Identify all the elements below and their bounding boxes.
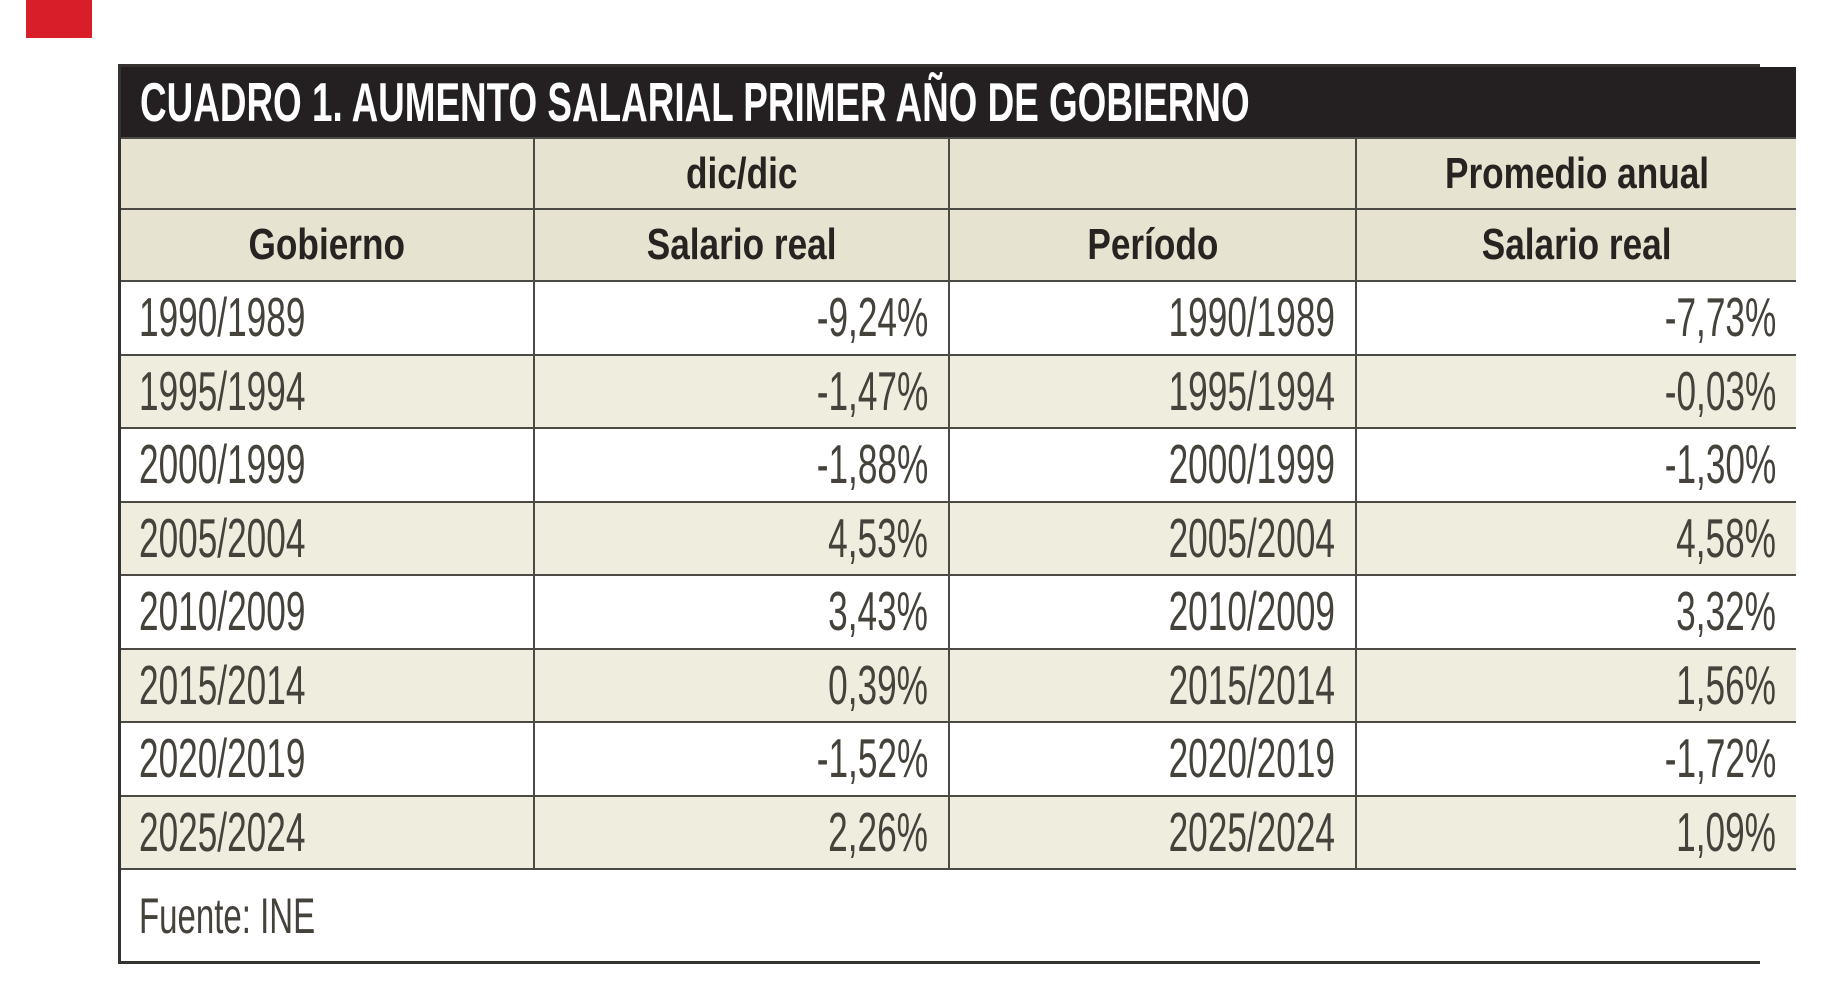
table-row-cell: -1,88% (535, 429, 950, 503)
cell-promedio: -0,03% (1664, 359, 1777, 422)
cell-periodo: 2000/1999 (1168, 433, 1335, 496)
cell-promedio: -1,30% (1664, 433, 1777, 496)
table-row-cell: 2015/2014 (950, 649, 1357, 723)
table-row-cell: 2000/1999 (950, 429, 1357, 503)
cell-promedio: -7,73% (1664, 286, 1777, 349)
group-header-dic-dic-label: dic/dic (685, 148, 798, 198)
table-row-cell: -1,52% (535, 723, 950, 797)
table-row-cell: 2020/2019 (121, 723, 535, 797)
table-row-cell: 4,58% (1357, 502, 1797, 576)
group-header-promedio: Promedio anual (1357, 139, 1797, 210)
salary-table: CUADRO 1. AUMENTO SALARIAL PRIMER AÑO DE… (118, 64, 1797, 964)
cell-periodo: 2010/2009 (1168, 580, 1335, 643)
cell-gobierno: 2015/2014 (139, 653, 306, 716)
group-header-empty-2 (950, 139, 1357, 210)
cell-periodo: 1990/1989 (1168, 286, 1335, 349)
cell-dic-dic: 3,43% (828, 580, 928, 643)
table-row-cell: 1995/1994 (950, 355, 1357, 429)
table-row-cell: 2025/2024 (950, 796, 1357, 870)
table-row-cell: 2005/2004 (121, 502, 535, 576)
table-row-cell: 1,09% (1357, 796, 1797, 870)
cell-gobierno: 2020/2019 (139, 727, 306, 790)
cell-dic-dic: -1,52% (816, 727, 928, 790)
table-row-cell: 2,26% (535, 796, 950, 870)
cell-promedio: 1,09% (1676, 800, 1777, 863)
group-header-empty-1 (121, 139, 535, 210)
cell-gobierno: 1995/1994 (139, 359, 306, 422)
table-row-cell: 2025/2024 (121, 796, 535, 870)
cell-gobierno: 2025/2024 (139, 800, 306, 863)
col-header-gobierno-label: Gobierno (248, 220, 406, 269)
table-row-cell: 3,43% (535, 576, 950, 650)
col-header-gobierno: Gobierno (121, 210, 535, 282)
table-row-cell: 2010/2009 (121, 576, 535, 650)
table-row-cell: 0,39% (535, 649, 950, 723)
cell-dic-dic: 2,26% (828, 800, 928, 863)
table-row-cell: 2005/2004 (950, 502, 1357, 576)
table-row-cell: 1990/1989 (121, 282, 535, 356)
table-row-cell: 2000/1999 (121, 429, 535, 503)
col-header-salario-dic: Salario real (535, 210, 950, 282)
table-row-cell: 3,32% (1357, 576, 1797, 650)
table-row-cell: -1,47% (535, 355, 950, 429)
table-row-cell: -1,72% (1357, 723, 1797, 797)
cell-gobierno: 2005/2004 (139, 506, 306, 569)
table-row-cell: 1990/1989 (950, 282, 1357, 356)
table-row-cell: 2015/2014 (121, 649, 535, 723)
table-row-cell: 1,56% (1357, 649, 1797, 723)
table-row-cell: -9,24% (535, 282, 950, 356)
red-corner-mark (26, 0, 92, 38)
col-header-salario-prom: Salario real (1357, 210, 1797, 282)
cell-dic-dic: 4,53% (828, 506, 928, 569)
table-row-cell: 2020/2019 (950, 723, 1357, 797)
cell-periodo: 1995/1994 (1168, 359, 1335, 422)
source-row: Fuente: INE (121, 870, 1797, 961)
cell-promedio: -1,72% (1664, 727, 1777, 790)
col-header-salario-prom-label: Salario real (1481, 220, 1672, 269)
table-row-cell: -7,73% (1357, 282, 1797, 356)
cell-gobierno: 2010/2009 (139, 580, 306, 643)
cell-promedio: 3,32% (1676, 580, 1777, 643)
table-row-cell: 2010/2009 (950, 576, 1357, 650)
cell-promedio: 1,56% (1676, 653, 1777, 716)
cell-periodo: 2020/2019 (1168, 727, 1335, 790)
cell-dic-dic: -9,24% (816, 286, 928, 349)
cell-periodo: 2015/2014 (1168, 653, 1335, 716)
group-header-promedio-label: Promedio anual (1444, 148, 1709, 198)
col-header-periodo: Período (950, 210, 1357, 282)
cell-promedio: 4,58% (1676, 506, 1777, 569)
table-row-cell: -0,03% (1357, 355, 1797, 429)
cell-periodo: 2005/2004 (1168, 506, 1335, 569)
cell-dic-dic: 0,39% (828, 653, 928, 716)
table-title: CUADRO 1. AUMENTO SALARIAL PRIMER AÑO DE… (140, 70, 1250, 133)
table-title-bar: CUADRO 1. AUMENTO SALARIAL PRIMER AÑO DE… (121, 67, 1797, 139)
table-row-cell: -1,30% (1357, 429, 1797, 503)
cell-gobierno: 1990/1989 (139, 286, 306, 349)
cell-gobierno: 2000/1999 (139, 433, 306, 496)
cell-periodo: 2025/2024 (1168, 800, 1335, 863)
cell-dic-dic: -1,88% (816, 433, 928, 496)
col-header-salario-dic-label: Salario real (646, 220, 837, 269)
cell-dic-dic: -1,47% (816, 359, 928, 422)
col-header-periodo-label: Período (1086, 220, 1219, 269)
table-row-cell: 1995/1994 (121, 355, 535, 429)
source-label: Fuente: INE (139, 887, 316, 944)
group-header-dic-dic: dic/dic (535, 139, 950, 210)
table-row-cell: 4,53% (535, 502, 950, 576)
